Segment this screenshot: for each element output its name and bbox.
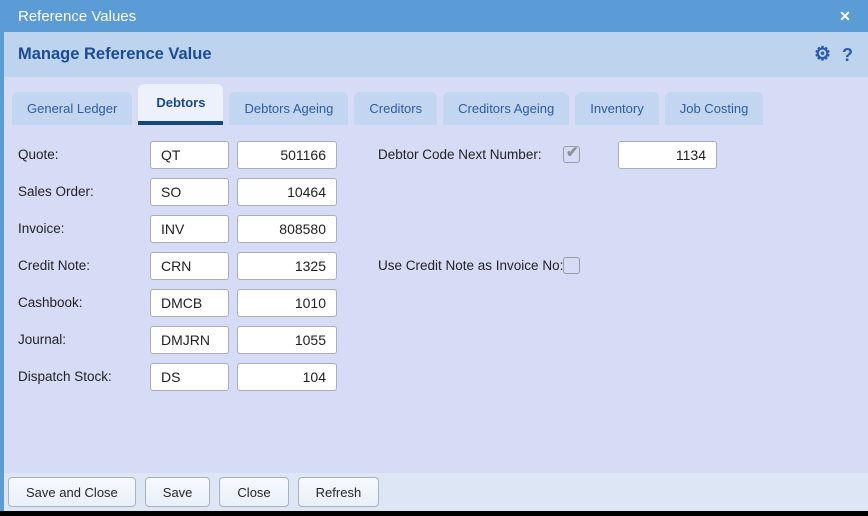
quote-number-input[interactable] <box>237 141 337 169</box>
dialog-header: Manage Reference Value ⚙ ? <box>0 32 868 77</box>
use-credit-note-as-invoice-no-checkbox[interactable] <box>563 257 580 274</box>
save-and-close-button[interactable]: Save and Close <box>8 477 136 507</box>
cashbook-number-input[interactable] <box>237 289 337 317</box>
quote-label: Quote: <box>18 147 59 162</box>
tab-general-ledger[interactable]: General Ledger <box>12 92 133 125</box>
gear-icon[interactable]: ⚙ <box>813 44 831 65</box>
journal-number-input[interactable] <box>237 326 337 354</box>
invoice-label: Invoice: <box>18 221 65 236</box>
button-bar: Save and Close Save Close Refresh <box>0 473 868 511</box>
tab-creditors-ageing[interactable]: Creditors Ageing <box>443 92 570 125</box>
debtor-code-next-number-label: Debtor Code Next Number: <box>378 147 542 162</box>
tab-debtors[interactable]: Debtors <box>138 84 224 125</box>
tab-bar: General Ledger Debtors Debtors Ageing Cr… <box>12 84 868 125</box>
close-icon[interactable]: ✕ <box>839 7 851 24</box>
invoice-prefix-input[interactable] <box>150 215 229 243</box>
form-row-credit-note: Credit Note: Use Credit Note as Invoice … <box>0 252 868 280</box>
page-title: Manage Reference Value <box>18 45 212 63</box>
debtor-code-next-number-checkbox[interactable]: ✔ <box>563 144 580 163</box>
form-row-cashbook: Cashbook: <box>0 289 868 317</box>
sales-order-number-input[interactable] <box>237 178 337 206</box>
dispatch-stock-number-input[interactable] <box>237 363 337 391</box>
journal-prefix-input[interactable] <box>150 326 229 354</box>
form-row-quote: Quote: Debtor Code Next Number: ✔ <box>0 141 868 169</box>
form-row-journal: Journal: <box>0 326 868 354</box>
checkmark-icon: ✔ <box>566 144 579 161</box>
tab-inventory[interactable]: Inventory <box>575 92 659 125</box>
invoice-number-input[interactable] <box>237 215 337 243</box>
form-row-sales-order: Sales Order: <box>0 178 868 206</box>
use-credit-note-as-invoice-no-label: Use Credit Note as Invoice No: <box>378 258 564 273</box>
form-row-invoice: Invoice: <box>0 215 868 243</box>
form-row-dispatch-stock: Dispatch Stock: <box>0 363 868 391</box>
window-title: Reference Values <box>18 7 137 25</box>
tab-debtors-ageing[interactable]: Debtors Ageing <box>229 92 349 125</box>
debtor-code-next-number-input[interactable] <box>618 141 717 169</box>
refresh-button[interactable]: Refresh <box>297 477 380 507</box>
dispatch-stock-prefix-input[interactable] <box>150 363 229 391</box>
save-button[interactable]: Save <box>144 477 211 507</box>
dispatch-stock-label: Dispatch Stock: <box>18 369 112 384</box>
journal-label: Journal: <box>18 332 67 347</box>
sales-order-prefix-input[interactable] <box>150 178 229 206</box>
sales-order-label: Sales Order: <box>18 184 94 199</box>
header-icons: ⚙ ? <box>814 32 853 77</box>
bottom-strip <box>0 511 868 516</box>
cashbook-label: Cashbook: <box>18 295 83 310</box>
tab-creditors[interactable]: Creditors <box>354 92 438 125</box>
cashbook-prefix-input[interactable] <box>150 289 229 317</box>
close-button[interactable]: Close <box>219 477 289 507</box>
tab-job-costing[interactable]: Job Costing <box>664 92 764 125</box>
credit-note-number-input[interactable] <box>237 252 337 280</box>
titlebar: Reference Values ✕ <box>0 0 868 32</box>
quote-prefix-input[interactable] <box>150 141 229 169</box>
window-left-border <box>0 0 4 511</box>
credit-note-prefix-input[interactable] <box>150 252 229 280</box>
credit-note-label: Credit Note: <box>18 258 91 273</box>
help-icon[interactable]: ? <box>842 44 853 65</box>
